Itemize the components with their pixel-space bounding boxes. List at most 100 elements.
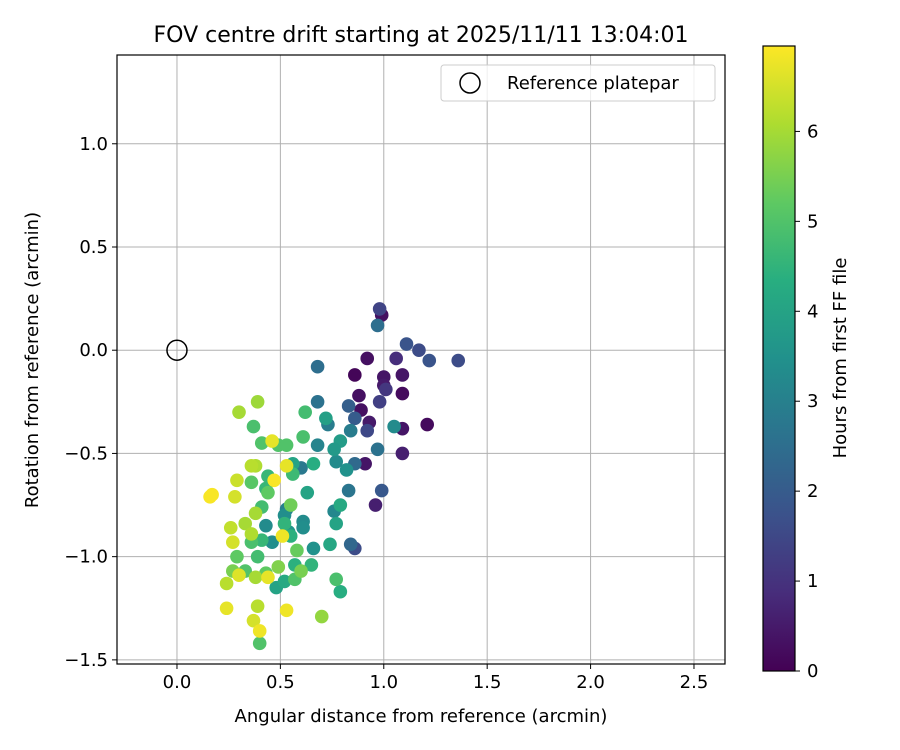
scatter-point — [232, 405, 246, 419]
scatter-point — [306, 456, 321, 471]
x-axis-label: Angular distance from reference (arcmin) — [235, 706, 608, 727]
x-tick-label: 2.5 — [680, 672, 709, 693]
reference-platepar-marker — [166, 339, 188, 361]
scatter-point — [333, 584, 348, 599]
scatter-point — [387, 419, 401, 434]
scatter-point — [246, 419, 261, 434]
scatter-point — [279, 603, 294, 618]
colorbar: 0 1 2 3 4 5 6 Hours from first FF file — [762, 45, 851, 682]
scatter-point — [395, 446, 410, 461]
scatter-point — [399, 337, 414, 351]
scatter-point — [422, 353, 437, 368]
scatter-point — [232, 568, 246, 583]
x-axis-ticks: 0.0 0.5 1.0 1.5 2.0 2.5 — [163, 664, 709, 693]
scatter-point — [341, 399, 356, 413]
scatter-point — [267, 473, 281, 488]
legend: Reference platepar — [440, 64, 716, 102]
scatter-point — [339, 463, 354, 477]
colorbar-ticks: 0 1 2 3 4 5 6 — [795, 121, 818, 682]
scatter-point — [304, 558, 319, 572]
scatter-point — [254, 436, 269, 450]
scatter-point — [329, 454, 344, 469]
colorbar-gradient — [762, 45, 796, 672]
scatter-point — [370, 318, 385, 333]
scatter-point — [296, 430, 310, 444]
scatter-point — [395, 368, 410, 382]
scatter-point — [348, 368, 362, 382]
y-axis-label: Rotation from reference (arcmin) — [22, 212, 43, 508]
scatter-point — [283, 498, 298, 512]
colorbar-tick-label: 4 — [807, 301, 818, 322]
colorbar-tick-label: 2 — [807, 481, 818, 502]
scatter-point — [252, 636, 267, 651]
scatter-point — [246, 613, 261, 628]
scatter-point — [368, 498, 383, 512]
scatter-point — [279, 459, 294, 473]
scatter-point — [250, 549, 265, 564]
scatter-point — [389, 351, 403, 366]
colorbar-tick-label: 5 — [807, 211, 818, 232]
scatter-point — [277, 516, 292, 531]
scatter-point — [294, 564, 308, 578]
scatter-point — [265, 434, 279, 448]
scatter-point — [248, 570, 263, 585]
scatter-point — [348, 411, 362, 426]
plot-frame — [116, 54, 726, 665]
scatter-point — [223, 520, 238, 535]
scatter-point — [372, 395, 387, 409]
scatter-point — [343, 423, 358, 438]
scatter-point — [379, 382, 393, 397]
x-tick-label: 1.5 — [473, 672, 502, 693]
scatter-point — [352, 388, 366, 403]
chart-title: FOV centre drift starting at 2025/11/11 … — [154, 23, 689, 48]
y-tick-label: 1.0 — [79, 134, 108, 155]
scatter-point — [310, 438, 325, 452]
scatter-point — [300, 485, 315, 500]
scatter-point — [252, 624, 267, 638]
scatter-point — [323, 537, 337, 552]
scatter-point — [261, 570, 275, 585]
colorbar-tick-label: 0 — [807, 661, 818, 682]
y-tick-label: 0.0 — [79, 340, 108, 361]
scatter-point — [228, 489, 242, 504]
scatter-point — [244, 475, 259, 490]
scatter-point — [374, 483, 389, 498]
scatter-point — [360, 423, 375, 438]
colorbar-label: Hours from first FF file — [830, 258, 851, 459]
scatter-point — [296, 520, 310, 535]
colorbar-tick-label: 3 — [807, 391, 818, 412]
scatter-point — [370, 442, 385, 457]
scatter-point — [310, 395, 325, 409]
scatter-point — [226, 535, 240, 549]
x-tick-label: 1.0 — [369, 672, 398, 693]
scatter-point — [250, 599, 265, 613]
colorbar-tick-label: 1 — [807, 571, 818, 592]
scatter-point — [277, 574, 292, 589]
scatter-point — [250, 395, 265, 409]
scatter-point — [219, 601, 234, 616]
scatter-point — [275, 529, 290, 543]
legend-marker-open-circle — [459, 72, 481, 94]
scatter-point — [306, 541, 321, 556]
scatter-point — [254, 533, 269, 547]
scatter-point — [372, 302, 387, 316]
scatter-point — [248, 506, 263, 521]
colorbar-tick-label: 6 — [807, 121, 818, 142]
scatter-point — [395, 386, 410, 401]
scatter-point — [259, 518, 273, 533]
scatter-point — [271, 560, 286, 574]
scatter-point — [341, 483, 356, 498]
scatter-point — [238, 516, 253, 531]
scatter-points — [203, 302, 466, 651]
scatter-point — [412, 343, 426, 358]
x-tick-label: 0.5 — [266, 672, 295, 693]
scatter-point — [358, 456, 372, 471]
y-tick-label: −1.0 — [64, 547, 108, 568]
plot-area — [117, 55, 725, 664]
scatter-point — [329, 572, 344, 587]
scatter-point — [230, 473, 244, 488]
y-axis-ticks: −1.5 −1.0 −0.5 0.0 0.5 1.0 — [64, 134, 117, 671]
scatter-point — [244, 459, 259, 473]
x-tick-label: 2.0 — [576, 672, 605, 693]
scatter-point — [261, 485, 275, 500]
